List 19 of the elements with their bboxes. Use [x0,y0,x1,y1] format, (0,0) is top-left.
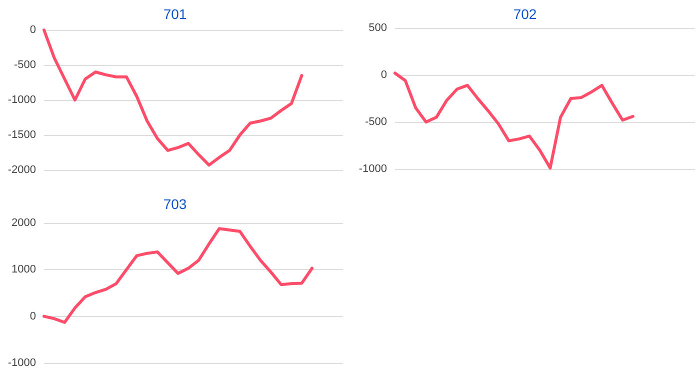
y-tick-label: -1000 [8,357,36,369]
line-series [394,72,634,170]
line-series [42,227,314,324]
y-tick-label: -1000 [8,94,36,106]
y-tick-label: 0 [380,69,387,81]
y-tick-label: 2000 [12,217,36,229]
y-tick-label: -500 [364,116,387,128]
y-tick-label: 0 [30,24,36,36]
y-tick-label: 0 [30,310,36,322]
line-series [42,28,304,167]
chart-title: 701 [163,6,187,22]
y-tick-label: 500 [368,22,387,34]
y-tick-label: 1000 [12,264,36,276]
y-tick-label: -500 [14,59,36,71]
y-tick-label: -1000 [358,163,387,175]
chart-title: 702 [513,6,537,22]
y-tick-label: -1500 [8,129,36,141]
y-tick-label: -2000 [8,164,36,176]
chart-title: 703 [163,196,187,212]
